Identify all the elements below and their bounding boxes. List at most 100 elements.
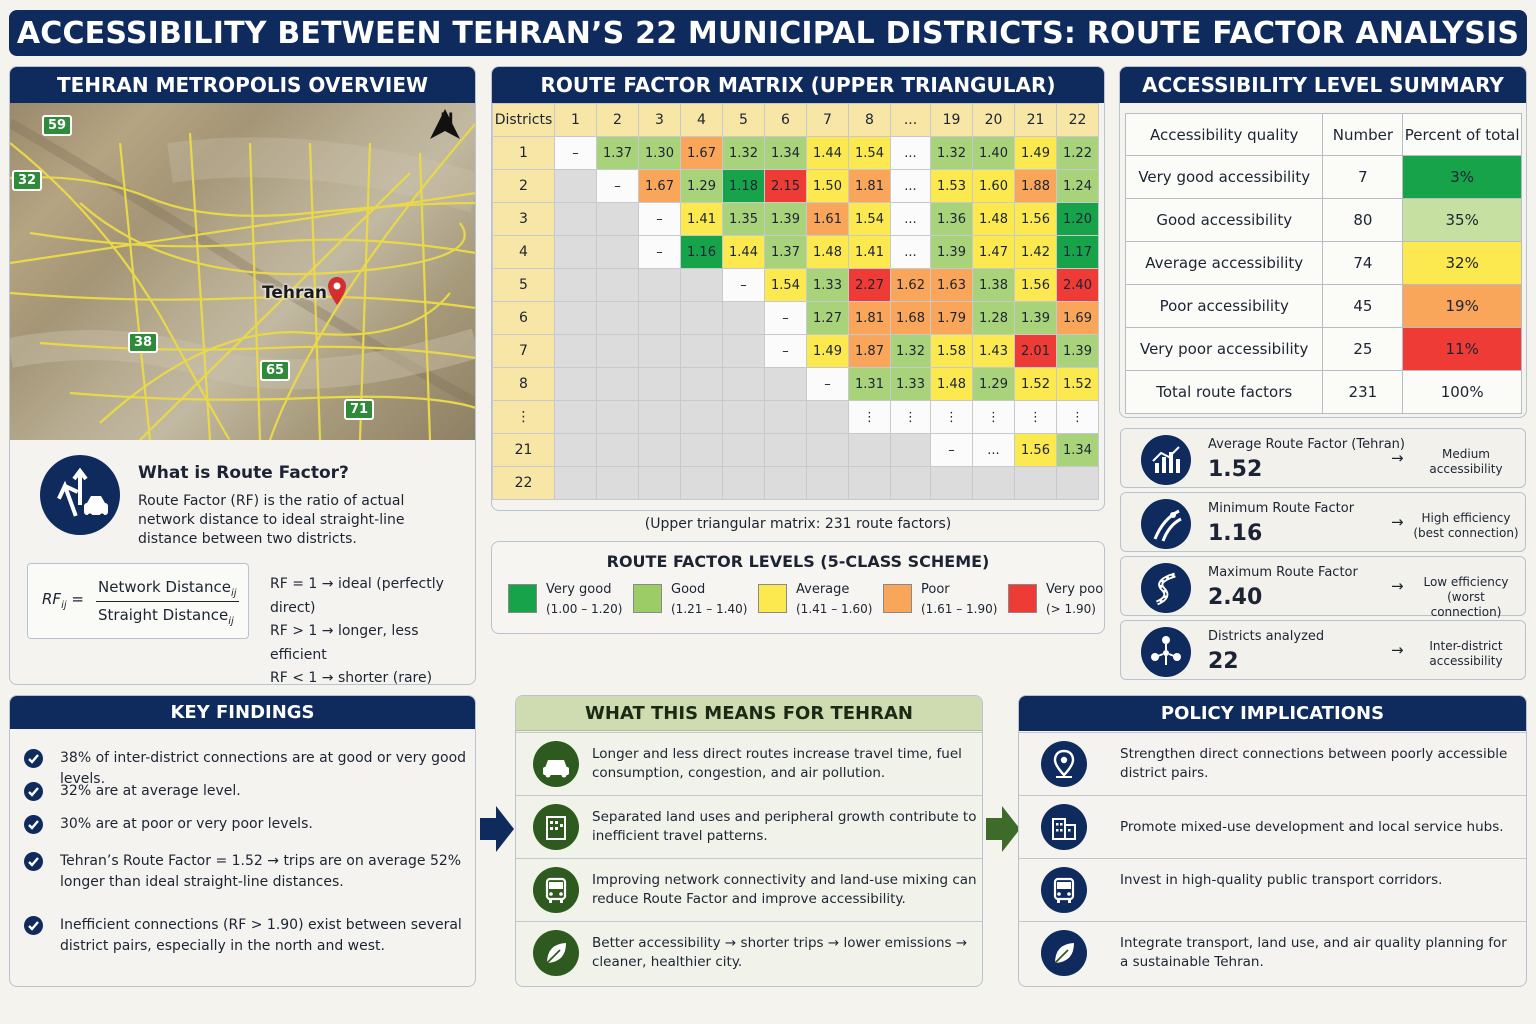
stat-label: Districts analyzed	[1208, 629, 1325, 644]
tehran-map: 59 32 38 65 71 Tehran N	[10, 103, 475, 440]
summary-table: Accessibility quality Number Percent of to…	[1124, 113, 1522, 414]
matrix-cell: 1.47	[972, 235, 1015, 269]
rule-item: RF < 1 → shorter (rare)	[270, 670, 433, 685]
check-icon	[24, 749, 43, 768]
matrix-cell: 2.15	[764, 169, 807, 203]
meaning-text: Separated land uses and peripheral growt…	[592, 809, 977, 844]
matrix-row-header: 3	[492, 202, 555, 236]
level-range: (1.61 – 1.90)	[921, 602, 998, 616]
levels-panel: ROUTE FACTOR LEVELS (5-CLASS SCHEME) Ver…	[491, 541, 1105, 634]
matrix-cell	[806, 400, 849, 434]
matrix-cell: ...	[890, 202, 931, 236]
winding-road-icon	[1141, 563, 1191, 613]
matrix-corner-header: Districts	[492, 103, 555, 137]
stat-note: High efficiency (best connection)	[1413, 511, 1519, 540]
matrix-column-header: 20	[972, 103, 1015, 137]
bus-icon	[1041, 867, 1087, 913]
matrix-column-header: 21	[1014, 103, 1057, 137]
matrix-cell	[596, 268, 639, 302]
summary-panel: ACCESSIBILITY LEVEL SUMMARY Accessibilit…	[1119, 66, 1527, 418]
matrix-cell: ⋮	[972, 400, 1015, 434]
highway-59-badge: 59	[42, 115, 73, 136]
people-network-icon	[1141, 627, 1191, 677]
matrix-row-header: 21	[492, 433, 555, 467]
finding-item: 38% of inter-district connections are at…	[24, 748, 474, 790]
meaning-text: Improving network connectivity and land-…	[592, 872, 977, 907]
matrix-column-header: 2	[596, 103, 639, 137]
arrow-icon: →	[1391, 641, 1404, 659]
rule-item: RF > 1 → longer, less efficient	[270, 623, 419, 663]
matrix-cell: 1.53	[930, 169, 973, 203]
policy-row: Invest in high-quality public transport …	[1019, 858, 1526, 921]
matrix-cell: –	[596, 169, 639, 203]
stat-value: 1.16	[1208, 521, 1263, 546]
matrix-cell: 1.32	[890, 334, 931, 368]
summary-header-cell: Accessibility quality	[1124, 113, 1324, 156]
arrow-icon: →	[1391, 449, 1404, 467]
matrix-row-header: 8	[492, 367, 555, 401]
stat-card: Minimum Route Factor 1.16 → High efficiency…	[1120, 492, 1526, 552]
matrix-cell: 1.37	[764, 235, 807, 269]
summary-quality-cell: Very good accessibility	[1124, 155, 1324, 199]
finding-item: Tehran’s Route Factor = 1.52 → trips are…	[24, 851, 474, 893]
matrix-cell: ⋮	[1056, 400, 1099, 434]
matrix-cell: 1.30	[638, 136, 681, 170]
matrix-cell	[890, 433, 931, 467]
matrix-row-header: 22	[492, 466, 555, 500]
matrix-cell: ...	[890, 235, 931, 269]
check-icon	[24, 782, 43, 801]
stat-note: Inter-district accessibility	[1429, 639, 1503, 668]
route-factor-description: Route Factor (RF) is the ratio of actual…	[138, 493, 405, 547]
location-pin-icon	[1041, 741, 1087, 787]
matrix-cell	[554, 268, 597, 302]
matrix-cell: 1.79	[930, 301, 973, 335]
matrix-row-header: 6	[492, 301, 555, 335]
matrix-column-header: 7	[806, 103, 849, 137]
summary-percent-cell: 19%	[1402, 284, 1522, 328]
matrix-cell: ...	[890, 169, 931, 203]
summary-number-cell: 45	[1322, 284, 1404, 328]
matrix-cell	[554, 334, 597, 368]
summary-quality-cell: Good accessibility	[1124, 198, 1324, 242]
tehran-map-label: Tehran	[262, 283, 327, 303]
matrix-row: 5 –1.54 1.33 2.27 1.62 1.63 1.38 1.56 2.40	[492, 268, 1099, 302]
arrow-right-icon	[986, 806, 1020, 856]
matrix-cell	[596, 301, 639, 335]
matrix-cell: 1.61	[806, 202, 849, 236]
matrix-cell: 1.33	[806, 268, 849, 302]
stat-card: Average Route Factor (Tehran) 1.52 → Medium…	[1120, 428, 1526, 488]
meaning-text: Better accessibility → shorter trips → l…	[592, 935, 968, 970]
matrix-cell: 1.54	[848, 136, 891, 170]
matrix-cell: 1.43	[972, 334, 1015, 368]
stat-label: Minimum Route Factor	[1208, 501, 1355, 516]
matrix-cell	[848, 466, 891, 500]
matrix-cell: ...	[890, 136, 931, 170]
matrix-cell: 1.58	[930, 334, 973, 368]
check-icon	[24, 852, 43, 871]
matrix-cell	[764, 466, 807, 500]
summary-percent-cell: 11%	[1402, 327, 1522, 371]
matrix-cell: 1.39	[1014, 301, 1057, 335]
stat-card: Maximum Route Factor 2.40 → Low efficiency …	[1120, 556, 1526, 619]
summary-row: Very poor accessibility 25 11%	[1124, 327, 1522, 371]
summary-number-cell: 7	[1322, 155, 1404, 199]
matrix-cell: ⋮	[1014, 400, 1057, 434]
matrix-cell: 1.39	[764, 202, 807, 236]
matrix-cell	[680, 268, 723, 302]
policy-text: Promote mixed-use development and local …	[1120, 819, 1504, 835]
summary-header-cell: Number	[1322, 113, 1404, 156]
levels-title: ROUTE FACTOR LEVELS (5-CLASS SCHEME)	[606, 552, 990, 571]
main-title: ACCESSIBILITY BETWEEN TEHRAN’S 22 MUNICI…	[9, 10, 1527, 56]
matrix-cell	[680, 301, 723, 335]
matrix-cell: 1.63	[930, 268, 973, 302]
matrix-cell: 1.52	[1056, 367, 1099, 401]
matrix-cell	[806, 466, 849, 500]
matrix-cell	[848, 433, 891, 467]
finding-item: 32% are at average level.	[24, 781, 474, 802]
level-swatch	[883, 584, 912, 613]
matrix-cell	[806, 433, 849, 467]
matrix-cell: 1.16	[680, 235, 723, 269]
matrix-cell	[722, 301, 765, 335]
meaning-text: Longer and less direct routes increase t…	[592, 746, 962, 781]
summary-percent-cell: 32%	[1402, 241, 1522, 285]
